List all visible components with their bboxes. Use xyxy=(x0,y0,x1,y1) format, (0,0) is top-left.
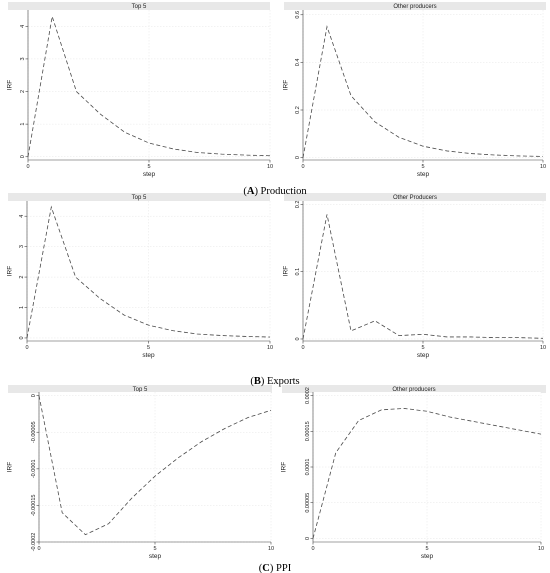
y-tick-label: -0.0001 xyxy=(31,460,37,479)
irf-panel-5: Top 50-0.00005-0.0001-0.00015-0.0002 0 5 10… xyxy=(7,385,274,560)
panel-title-strip xyxy=(282,385,546,393)
y-tick-label: 0 xyxy=(20,155,26,158)
y-tick-label: 3 xyxy=(19,245,25,248)
y-tick-label: 0 xyxy=(295,156,301,159)
panel-title: Other producers xyxy=(393,4,436,10)
y-axis-label: IRF xyxy=(281,462,288,473)
irf-series-line xyxy=(26,205,271,339)
y-tick-label: 0 xyxy=(31,394,37,397)
y-tick-label: 0.0001 xyxy=(305,459,311,476)
x-tick-label: 0 xyxy=(26,164,29,170)
x-tick-label: 10 xyxy=(268,546,274,552)
irf-series-line xyxy=(302,214,544,340)
x-axis-label: step xyxy=(149,553,162,560)
panel-title-strip xyxy=(284,2,546,10)
y-tick-label: 3 xyxy=(20,57,26,60)
y-axis-label: IRF xyxy=(283,80,290,91)
irf-panel-6: Other producers 0 0.00005 0.0001 0.00015 0.00… xyxy=(281,385,546,560)
panel-title-strip xyxy=(284,193,546,201)
panel-caption: (B) Exports xyxy=(250,376,299,387)
irf-panel-4: Other Producers 0 0.1 0.2 0 5 10 step IRF xyxy=(283,193,546,359)
irf-series-line xyxy=(302,25,544,158)
x-tick-label: 5 xyxy=(421,164,424,170)
y-tick-label: 0.6 xyxy=(295,11,301,19)
caption-letter: B xyxy=(254,376,261,387)
x-tick-label: 5 xyxy=(147,345,150,351)
y-tick-label: 0 xyxy=(19,336,25,339)
y-tick-label: 2 xyxy=(19,276,25,279)
y-tick-label: 0.4 xyxy=(295,59,301,67)
caption-letter: A xyxy=(247,186,255,197)
y-tick-label: 1 xyxy=(19,306,25,309)
x-tick-label: 5 xyxy=(421,345,424,351)
panel-title-strip xyxy=(8,193,270,201)
y-tick-label: 1 xyxy=(20,123,26,126)
x-axis-label: step xyxy=(417,171,430,178)
y-tick-label: -0.00015 xyxy=(31,495,37,517)
panel-title-strip xyxy=(8,385,272,393)
y-tick-label: 2 xyxy=(20,90,26,93)
irf-series-line xyxy=(38,395,272,536)
panel-title: Top 5 xyxy=(132,195,147,201)
x-axis-label: step xyxy=(142,352,155,359)
y-tick-label: 4 xyxy=(19,215,25,218)
irf-series-line xyxy=(27,16,271,157)
y-axis-label: IRF xyxy=(7,80,14,91)
caption-text: ) Production xyxy=(254,186,307,197)
x-axis-label: step xyxy=(417,352,430,359)
x-tick-label: 10 xyxy=(540,345,546,351)
panel-title: Other producers xyxy=(392,387,435,393)
x-tick-label: 10 xyxy=(540,164,546,170)
x-axis-label: step xyxy=(143,171,156,178)
x-tick-label: 5 xyxy=(153,546,156,552)
x-axis-label: step xyxy=(421,553,434,560)
y-tick-label: 0.1 xyxy=(295,268,301,276)
irf-panel-3: Top 5 0 1 2 3 4 0 5 10 step IRF xyxy=(7,193,273,359)
x-tick-label: 10 xyxy=(538,546,544,552)
y-tick-label: 0 xyxy=(305,537,311,540)
y-tick-label: 0.2 xyxy=(295,201,301,209)
y-tick-label: -0.0002 xyxy=(31,533,37,552)
caption-letter: C xyxy=(262,563,270,573)
irf-panel-1: Top 5 0 1 2 3 4 0 5 10 step IRF xyxy=(7,2,273,178)
x-tick-label: 5 xyxy=(147,164,150,170)
x-tick-label: 0 xyxy=(301,164,304,170)
panel-title: Other Producers xyxy=(393,195,437,201)
y-tick-label: -0.00005 xyxy=(31,421,37,443)
y-axis-label: IRF xyxy=(7,462,14,473)
y-axis-label: IRF xyxy=(7,266,14,277)
irf-panel-2: Other producers 0 0.2 0.4 0.6 0 5 10 step IRF xyxy=(283,2,546,178)
panel-title: Top 5 xyxy=(133,387,148,393)
panel-title: Top 5 xyxy=(132,4,147,10)
y-tick-label: 4 xyxy=(20,25,26,28)
x-tick-label: 0 xyxy=(37,546,40,552)
caption-text: ) PPI xyxy=(270,563,292,573)
x-tick-label: 10 xyxy=(267,345,273,351)
irf-series-line xyxy=(312,408,542,539)
x-tick-label: 0 xyxy=(301,345,304,351)
x-tick-label: 0 xyxy=(311,546,314,552)
y-tick-label: 0.00015 xyxy=(305,421,311,441)
y-tick-label: 0 xyxy=(295,337,301,340)
x-tick-label: 0 xyxy=(25,345,28,351)
y-tick-label: 0.0002 xyxy=(305,387,311,404)
x-tick-label: 5 xyxy=(425,546,428,552)
x-tick-label: 10 xyxy=(267,164,273,170)
y-tick-label: 0.00005 xyxy=(305,493,311,513)
panel-caption: (C) PPI xyxy=(259,563,292,573)
panel-caption: (A) Production xyxy=(243,186,307,197)
y-tick-label: 0.2 xyxy=(295,106,301,114)
caption-text: ) Exports xyxy=(261,376,300,387)
panel-title-strip xyxy=(8,2,270,10)
y-axis-label: IRF xyxy=(283,266,290,277)
